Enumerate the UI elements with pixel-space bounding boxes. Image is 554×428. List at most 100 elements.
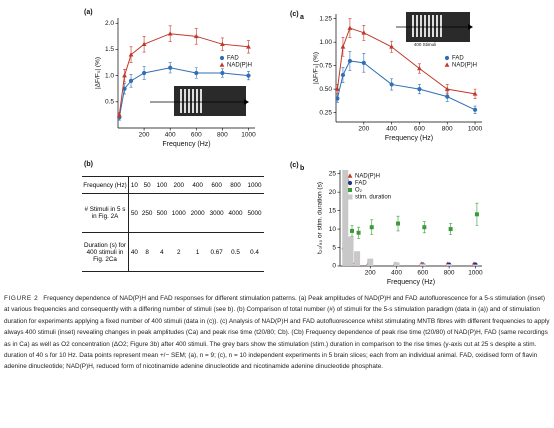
y-tick-label: 10 [329, 226, 337, 233]
marker [389, 44, 395, 49]
marker [141, 41, 147, 46]
bar [354, 251, 361, 266]
y-tick-label: 0.5 [105, 99, 114, 106]
table-cell: 2 [169, 232, 189, 272]
table-cell: 800 [226, 176, 245, 194]
table-row: Duration (s) for 400 stimuli in Fig. 2Ca… [82, 232, 264, 272]
table-cell: 4 [154, 232, 170, 272]
x-tick-label: 600 [414, 126, 425, 133]
marker [194, 70, 199, 76]
marker [122, 73, 127, 78]
marker [219, 41, 225, 46]
marker [141, 70, 147, 76]
caption-text: Frequency dependence of NAD(P)H and FAD … [4, 295, 550, 371]
marker [246, 44, 251, 49]
marker [335, 96, 340, 101]
legend-marker [348, 188, 352, 192]
table-cell: 600 [207, 176, 227, 194]
x-tick-label: 800 [442, 126, 453, 133]
marker [369, 225, 374, 230]
table-cell: # Stimuli in 5 s in Fig. 2A [82, 193, 129, 233]
x-axis-label: Frequency (Hz) [387, 279, 435, 286]
inset-c: 400 Stimuli [396, 12, 473, 47]
table-cell: 0.67 [207, 232, 227, 272]
marker [128, 78, 134, 83]
marker [347, 25, 353, 30]
legend-label: FAD [227, 56, 239, 62]
x-tick-label: 400 [391, 270, 402, 277]
marker [356, 230, 361, 235]
legend-label: O₂ [355, 188, 363, 194]
table-cell: Frequency (Hz) [82, 176, 129, 194]
legend-label: FAD [452, 56, 464, 62]
y-tick-label: 0.75 [319, 62, 332, 69]
table-cell: 100 [154, 176, 170, 194]
marker [445, 94, 450, 99]
marker [334, 86, 340, 91]
marker [389, 82, 394, 87]
y-tick-label: 0.25 [319, 109, 332, 116]
marker [474, 212, 479, 217]
y-tick-label: 15 [329, 207, 337, 214]
y-tick-label: 1.00 [319, 39, 332, 46]
legend-label: FAD [355, 181, 367, 187]
table-cell: 2000 [188, 193, 208, 233]
legend-marker [219, 55, 225, 61]
panel-label: (b) [84, 161, 93, 168]
x-tick-label: 1000 [468, 126, 483, 133]
marker [350, 228, 355, 233]
legend-label: NAD(P)H [452, 63, 477, 69]
table-cell: Duration (s) for 400 stimuli in Fig. 2Ca [82, 232, 129, 272]
y-tick-label: 1.5 [105, 46, 114, 53]
inset-label: 400 Stimuli [414, 42, 436, 47]
y-axis-label: t₂₀/₈₀ or stim. duration (s) [317, 182, 324, 254]
table-cell: 8 [139, 232, 155, 272]
table-cell: 250 [139, 193, 155, 233]
series-line [336, 27, 476, 95]
y-tick-label: 25 [329, 170, 337, 177]
panel-sublabel: b [300, 165, 304, 172]
y-axis-label: |ΔF/F₀| (%) [95, 57, 102, 89]
marker [128, 52, 134, 57]
marker [417, 87, 422, 92]
table-cell: 40 [128, 232, 140, 272]
x-tick-label: 1000 [468, 270, 483, 277]
marker [472, 107, 478, 112]
legend-label: NAD(P)H [355, 174, 380, 180]
inset-a: 5 s [150, 86, 249, 122]
table-row: # Stimuli in 5 s in Fig. 2A 50 250 500 1000 2… [82, 193, 264, 233]
legend-label: stim. duration [355, 195, 391, 201]
marker [246, 73, 251, 78]
y-tick-label: 0 [332, 263, 336, 270]
table: Frequency (Hz) 10 50 100 200 400 600 800 1000 # S… [82, 176, 264, 272]
table-cell: 1000 [244, 176, 264, 194]
marker [340, 44, 346, 49]
y-tick-label: 5 [332, 244, 336, 251]
marker [116, 112, 122, 117]
bar [419, 263, 426, 266]
y-tick-label: 1.0 [105, 72, 114, 79]
panel-sublabel: a [300, 14, 304, 21]
legend-swatch [347, 194, 353, 200]
marker [448, 227, 453, 232]
marker [167, 31, 173, 36]
table-cell: 4000 [226, 193, 245, 233]
table-cell: 5000 [244, 193, 264, 233]
y-tick-label: 2.0 [105, 20, 114, 27]
marker [422, 225, 427, 230]
marker [444, 86, 450, 91]
marker [472, 91, 478, 96]
legend-marker [347, 173, 353, 178]
caption: FIGURE 2 Frequency dependence of NAD(P)H … [4, 293, 550, 373]
y-axis-label: |ΔF/F₀| (%) [313, 52, 320, 84]
table-row: Frequency (Hz) 10 50 100 200 400 600 800 1000 [82, 176, 264, 194]
table-cell: 400 [188, 176, 208, 194]
x-tick-label: 400 [165, 132, 176, 139]
marker [193, 33, 199, 39]
marker [122, 86, 127, 91]
legend-marker [347, 180, 353, 186]
table-cell: 200 [169, 176, 189, 194]
table-cell: 10 [128, 176, 140, 194]
y-tick-label: 0.50 [319, 86, 332, 93]
